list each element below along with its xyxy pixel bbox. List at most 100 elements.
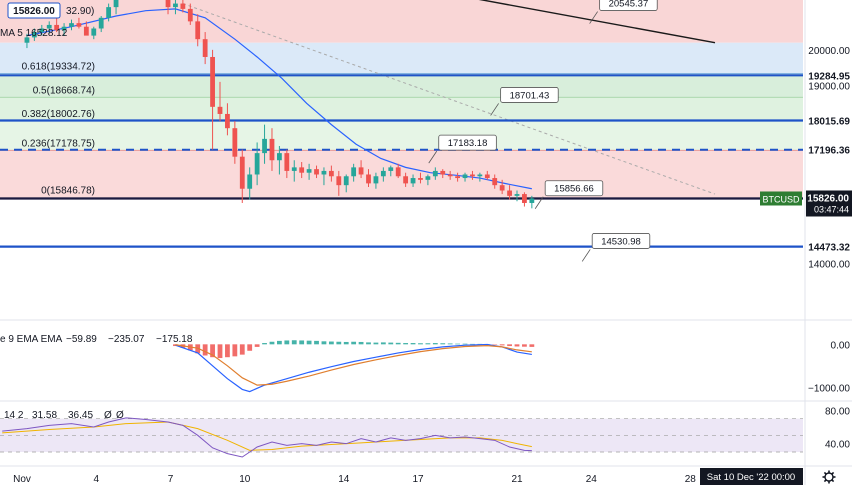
macd-histogram-bar (425, 343, 431, 345)
candle-body (61, 26, 67, 31)
candle-body (366, 174, 371, 184)
callout-pointer-3 (534, 196, 544, 209)
last-price-badge (806, 190, 852, 217)
callout-box-0[interactable] (599, 0, 658, 11)
time-tick-7: 24 (586, 474, 598, 485)
candle (299, 162, 305, 179)
candle-body (462, 174, 468, 179)
candle-body (328, 170, 334, 177)
macd-readout-2: −175.18 (156, 334, 193, 345)
candle (351, 163, 357, 182)
macd-histogram-bar (299, 340, 305, 345)
time-tick-1: 4 (93, 474, 99, 485)
candle (31, 28, 37, 41)
main-price-pane[interactable] (0, 0, 803, 248)
candle (225, 103, 230, 136)
candle (106, 3, 112, 22)
candle-body (91, 28, 97, 36)
rsi-line (2, 417, 532, 458)
candle-body (269, 138, 275, 161)
callout-box-3[interactable] (544, 180, 604, 197)
candle-body (418, 178, 423, 180)
candle (314, 165, 319, 179)
macd-histogram-bar (217, 344, 223, 359)
callout-box-1[interactable] (500, 87, 559, 103)
time-tick-0: Nov (13, 474, 31, 485)
candle (277, 146, 282, 175)
candle-body (425, 176, 431, 180)
macd-legend: e 9 EMA EMA (0, 334, 63, 345)
candle-body (484, 174, 490, 179)
macd-histogram-bar (306, 340, 312, 345)
candle-body (395, 167, 401, 177)
candle-body (314, 169, 319, 175)
candle-body (232, 128, 238, 157)
candle-body (113, 0, 119, 8)
candle-body (31, 32, 37, 38)
candle-body (343, 176, 349, 186)
macd-histogram-bar (351, 341, 357, 345)
macd-histogram-bar (462, 343, 468, 345)
callout-pointer-0 (589, 11, 598, 24)
candle-body (291, 167, 297, 171)
candle (388, 165, 394, 177)
candle-body (277, 153, 282, 161)
candle-body (432, 170, 438, 177)
zone-blue (0, 42, 803, 74)
candle (83, 21, 89, 36)
zone-green-lower (0, 120, 803, 151)
macd-histogram-bar (388, 342, 394, 345)
zone-green-mid (0, 97, 803, 121)
candle-body (380, 170, 386, 177)
macd-histogram-bar (269, 341, 275, 345)
candle-body (299, 167, 305, 173)
candle-body (39, 28, 45, 33)
macd-histogram-bar (447, 343, 453, 345)
dotted-trendline[interactable] (182, 3, 716, 195)
candle-body (239, 156, 245, 189)
candle-body (83, 26, 89, 36)
macd-histogram-bar (284, 340, 290, 345)
macd-histogram-bar (410, 343, 416, 345)
rsi-readout-1: 36.45 (68, 410, 93, 421)
candle (343, 174, 349, 193)
candle-body (447, 174, 453, 177)
macd-histogram-bar (529, 344, 535, 347)
candle-body (262, 138, 267, 154)
callout-box-2[interactable] (438, 134, 497, 151)
macd-histogram-bar (291, 340, 297, 345)
candle (492, 174, 498, 189)
candle-body (514, 194, 520, 196)
candle (76, 17, 82, 29)
candle-body (173, 3, 178, 8)
candle-body (388, 167, 394, 171)
candle (61, 23, 67, 36)
trendline[interactable] (270, 0, 716, 44)
callout-pointer-1 (490, 103, 499, 116)
rsi-legend: 14 2 (4, 410, 24, 421)
header-price-box (7, 2, 61, 19)
callout-box-4[interactable] (591, 233, 651, 249)
callout-label-4: 14530.98 (601, 236, 641, 247)
candle-body (46, 24, 52, 29)
candle (403, 172, 409, 187)
macd-tick-0: 0.00 (831, 340, 851, 351)
candle (410, 174, 416, 187)
macd-histogram-bar (202, 344, 208, 356)
rsi-pane[interactable] (0, 417, 803, 458)
candle-body (321, 170, 327, 175)
countdown-label: 03:47:44 (814, 204, 849, 214)
gear-icon[interactable] (822, 470, 836, 484)
rsi-readout-2: Ø (104, 410, 112, 421)
time-tick-6: 21 (511, 474, 523, 485)
candle (210, 49, 215, 150)
rsi-readout-3: Ø (116, 410, 124, 421)
macd-pane[interactable] (173, 340, 535, 393)
candle (180, 0, 186, 13)
rsi-tick-0: 80.00 (825, 406, 850, 417)
candle (247, 167, 253, 200)
candle-body (98, 17, 104, 29)
callout-pointer-4 (581, 249, 591, 262)
candle (514, 190, 520, 202)
